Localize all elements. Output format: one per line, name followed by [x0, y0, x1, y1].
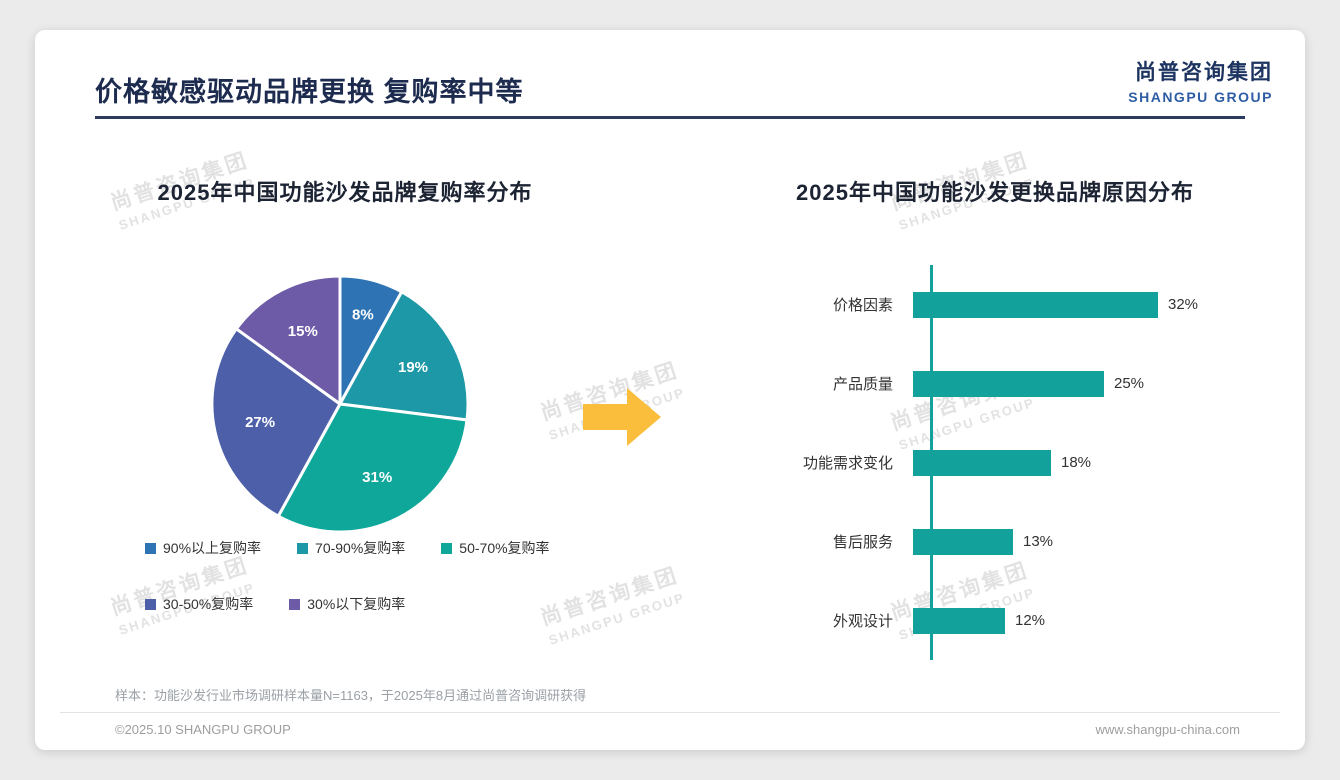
- bar-value-label: 12%: [1015, 612, 1046, 629]
- legend-item: 30-50%复购率: [145, 594, 253, 614]
- legend-item: 70-90%复购率: [297, 538, 405, 558]
- bar-category-label: 产品质量: [832, 376, 893, 393]
- pie-slice-2: [276, 402, 469, 534]
- footer-copyright: ©2025.10 SHANGPU GROUP: [115, 722, 291, 737]
- pie-slice-label: 19%: [398, 359, 428, 376]
- pie-legend: 90%以上复购率 70-90%复购率 50-70%复购率 30-50%复购率 30%以下…: [145, 538, 550, 650]
- bar-row: 功能需求变化 18%: [695, 449, 1265, 477]
- bar-row: 外观设计 12%: [695, 607, 1265, 635]
- legend-item: 30%以下复购率: [289, 594, 405, 614]
- pie-slice-3: [210, 327, 342, 518]
- bar-category-label: 外观设计: [832, 613, 893, 630]
- bar-value-label: 32%: [1168, 296, 1199, 313]
- bar-value-label: 25%: [1114, 375, 1145, 392]
- legend-label: 30-50%复购率: [163, 596, 254, 612]
- bar: [913, 291, 1158, 318]
- bar: [913, 607, 1005, 634]
- bar-category-label: 价格因素: [832, 297, 893, 314]
- logo-text-cn: 尚普咨询集团: [1135, 61, 1273, 84]
- page-title: 价格敏感驱动品牌更换 复购率中等: [95, 77, 524, 107]
- bar-value-label: 13%: [1023, 533, 1054, 550]
- legend-label: 30%以下复购率: [307, 596, 406, 612]
- bar-row: 价格因素 32%: [695, 291, 1265, 319]
- bar: [913, 528, 1013, 555]
- company-logo: 尚普咨询集团 SHANGPU GROUP: [1128, 56, 1273, 105]
- pie-chart-section: 2025年中国功能沙发品牌复购率分布 8% 19% 31% 27% 15% 90%以上复…: [85, 150, 665, 690]
- footer-divider: [60, 712, 1280, 713]
- legend-swatch: [289, 598, 301, 610]
- pie-slice-label: 15%: [288, 323, 318, 340]
- legend-item: 90%以上复购率: [145, 538, 261, 558]
- arrow-shape: [583, 388, 661, 446]
- legend-item: 50-70%复购率: [441, 538, 550, 558]
- legend-swatch: [145, 598, 156, 610]
- pie-slice-1: [338, 290, 470, 422]
- footer-website: www.shangpu-china.com: [1095, 722, 1240, 737]
- legend-swatch: [297, 542, 309, 554]
- legend-label: 50-70%复购率: [459, 540, 550, 556]
- pie-legend-row: 30-50%复购率 30%以下复购率: [145, 594, 550, 614]
- bar-row: 售后服务 13%: [695, 528, 1265, 556]
- pie-slice-label: 8%: [352, 307, 374, 324]
- bar-chart-section: 2025年中国功能沙发更换品牌原因分布 价格因素 32% 产品质量 25% 功能需求变化…: [695, 150, 1265, 690]
- legend-label: 70-90%复购率: [315, 540, 406, 556]
- bar-category-label: 售后服务: [832, 534, 893, 551]
- legend-swatch: [145, 542, 156, 554]
- pie-slice-4: [234, 274, 342, 406]
- bar-chart-axis: [930, 265, 933, 660]
- bar-row: 产品质量 25%: [695, 370, 1265, 398]
- bar-chart-title: 2025年中国功能沙发更换品牌原因分布: [796, 180, 1194, 205]
- sample-note: 样本：功能沙发行业市场调研样本量N=1163，于2025年8月通过尚普咨询调研获…: [115, 688, 587, 703]
- pie-slice-label: 31%: [362, 469, 392, 486]
- slide-card: 尚普咨询集团 SHANGPU GROUP 尚普咨询集团 SHANGPU GROU…: [35, 30, 1305, 750]
- pie-chart: 8% 19% 31% 27% 15%: [210, 274, 470, 534]
- title-underline: [95, 116, 1245, 119]
- arrow-right-icon: [583, 388, 661, 446]
- bar: [913, 370, 1104, 397]
- pie-legend-row: 90%以上复购率 70-90%复购率 50-70%复购率: [145, 538, 550, 558]
- bar: [913, 449, 1051, 476]
- bar-chart: 价格因素 32% 产品质量 25% 功能需求变化 18% 售后服务 13% 外观设计 12%: [695, 265, 1265, 660]
- pie-slice-label: 27%: [245, 414, 275, 431]
- logo-text-en: SHANGPU GROUP: [1128, 89, 1273, 105]
- bar-category-label: 功能需求变化: [802, 455, 893, 472]
- legend-label: 90%以上复购率: [163, 540, 262, 556]
- bar-value-label: 18%: [1061, 454, 1092, 471]
- legend-swatch: [441, 542, 453, 554]
- pie-chart-title: 2025年中国功能沙发品牌复购率分布: [157, 180, 533, 205]
